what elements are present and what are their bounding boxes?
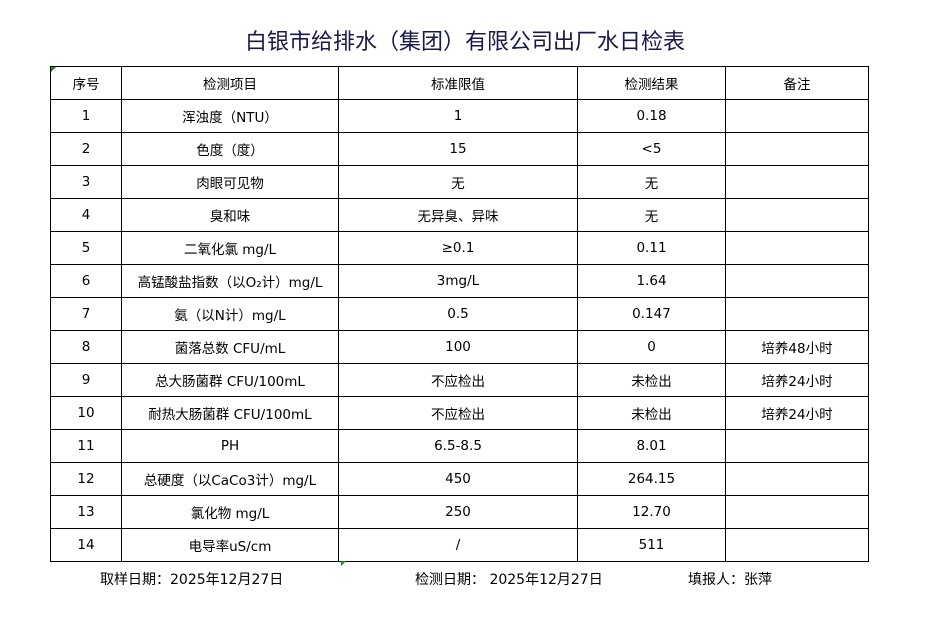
cell-result[interactable]: 0.147: [577, 297, 726, 331]
cell-note[interactable]: 培养24小时: [725, 363, 869, 397]
cell-item[interactable]: 总硬度（以CaCo3计）mg/L: [121, 462, 339, 496]
cell-result[interactable]: 无: [577, 198, 726, 232]
table-row: 10 耐热大肠菌群 CFU/100mL 不应检出 未检出 培养24小时: [50, 396, 869, 430]
cell-index[interactable]: 10: [50, 396, 122, 430]
cell-note[interactable]: [725, 99, 869, 133]
cell-item[interactable]: 臭和味: [121, 198, 339, 232]
header-index: 序号: [50, 66, 122, 100]
cell-limit[interactable]: 450: [338, 462, 578, 496]
header-result: 检测结果: [577, 66, 726, 100]
cell-index[interactable]: 9: [50, 363, 122, 397]
header-item: 检测项目: [121, 66, 339, 100]
cell-note[interactable]: [725, 132, 869, 166]
cell-limit[interactable]: 0.5: [338, 297, 578, 331]
sampling-date: 取样日期：2025年12月27日: [100, 572, 284, 588]
cell-limit[interactable]: /: [338, 528, 578, 562]
cell-note[interactable]: [725, 429, 869, 463]
cell-limit[interactable]: 不应检出: [338, 363, 578, 397]
cell-result[interactable]: 511: [577, 528, 726, 562]
cell-limit[interactable]: 无异臭、异味: [338, 198, 578, 232]
cell-result[interactable]: 264.15: [577, 462, 726, 496]
cell-item[interactable]: 耐热大肠菌群 CFU/100mL: [121, 396, 339, 430]
cell-index[interactable]: 4: [50, 198, 122, 232]
cell-result[interactable]: 12.70: [577, 495, 726, 529]
cell-item[interactable]: 氨（以N计）mg/L: [121, 297, 339, 331]
cell-note[interactable]: [725, 495, 869, 529]
cell-index[interactable]: 5: [50, 231, 122, 265]
cell-index[interactable]: 1: [50, 99, 122, 133]
cell-result[interactable]: <5: [577, 132, 726, 166]
cell-item[interactable]: 浑浊度（NTU）: [121, 99, 339, 133]
cell-item[interactable]: 肉眼可见物: [121, 165, 339, 199]
inspection-table: 序号 检测项目 标准限值 检测结果 备注 1 浑浊度（NTU） 1 0.18 2 色度（度） 15 <5…: [50, 66, 869, 562]
table-row: 9 总大肠菌群 CFU/100mL 不应检出 未检出 培养24小时: [50, 363, 869, 397]
cell-note[interactable]: 培养24小时: [725, 396, 869, 430]
cell-index[interactable]: 12: [50, 462, 122, 496]
table-row: 3 肉眼可见物无无: [50, 165, 869, 199]
cell-limit[interactable]: 无: [338, 165, 578, 199]
header-row: 序号 检测项目 标准限值 检测结果 备注: [50, 66, 869, 100]
table-row: 1 浑浊度（NTU） 1 0.18: [50, 99, 869, 133]
cell-limit[interactable]: 1: [338, 99, 578, 133]
cell-result[interactable]: 未检出: [577, 363, 726, 397]
cell-result[interactable]: 0.18: [577, 99, 726, 133]
table-row: 12 总硬度（以CaCo3计）mg/L 450 264.15: [50, 462, 869, 496]
cell-marker: [341, 561, 346, 566]
cell-index[interactable]: 13: [50, 495, 122, 529]
cell-item[interactable]: 高锰酸盐指数（以O₂计）mg/L: [121, 264, 339, 298]
cell-item[interactable]: 菌落总数 CFU/mL: [121, 330, 339, 364]
table-row: 5 二氧化氯 mg/L ≥0.1 0.11: [50, 231, 869, 265]
cell-result[interactable]: 1.64: [577, 264, 726, 298]
cell-result[interactable]: 0: [577, 330, 726, 364]
cell-index[interactable]: 2: [50, 132, 122, 166]
cell-item[interactable]: 色度（度）: [121, 132, 339, 166]
cell-note[interactable]: [725, 528, 869, 562]
cell-limit[interactable]: 15: [338, 132, 578, 166]
cell-item[interactable]: 氯化物 mg/L: [121, 495, 339, 529]
table-row: 7 氨（以N计）mg/L 0.5 0.147: [50, 297, 869, 331]
reporter: 填报人：张萍: [688, 572, 772, 588]
cell-item[interactable]: PH: [121, 429, 339, 463]
cell-item[interactable]: 总大肠菌群 CFU/100mL: [121, 363, 339, 397]
cell-index[interactable]: 14: [50, 528, 122, 562]
header-limit: 标准限值: [338, 66, 578, 100]
cell-index[interactable]: 8: [50, 330, 122, 364]
cell-item[interactable]: 电导率uS/cm: [121, 528, 339, 562]
cell-index[interactable]: 3: [50, 165, 122, 199]
cell-note[interactable]: [725, 165, 869, 199]
cell-item[interactable]: 二氧化氯 mg/L: [121, 231, 339, 265]
table-row: 6 高锰酸盐指数（以O₂计）mg/L 3mg/L 1.64: [50, 264, 869, 298]
cell-index[interactable]: 11: [50, 429, 122, 463]
cell-result[interactable]: 无: [577, 165, 726, 199]
page-title: 白银市给排水（集团）有限公司出厂水日检表: [244, 30, 685, 55]
table-row: 2 色度（度） 15 <5: [50, 132, 869, 166]
cell-limit[interactable]: 250: [338, 495, 578, 529]
cell-limit[interactable]: 3mg/L: [338, 264, 578, 298]
cell-note[interactable]: [725, 231, 869, 265]
table-row: 4 臭和味 无异臭、异味无: [50, 198, 869, 232]
cell-note[interactable]: [725, 297, 869, 331]
cell-result[interactable]: 8.01: [577, 429, 726, 463]
table-row: 11 PH 6.5-8.5 8.01: [50, 429, 869, 463]
cell-note[interactable]: [725, 198, 869, 232]
cell-limit[interactable]: 6.5-8.5: [338, 429, 578, 463]
table-row: 8 菌落总数 CFU/mL 100 0 培养48小时: [50, 330, 869, 364]
cell-index[interactable]: 7: [50, 297, 122, 331]
header-note: 备注: [725, 66, 869, 100]
cell-note[interactable]: [725, 462, 869, 496]
cell-index[interactable]: 6: [50, 264, 122, 298]
cell-limit[interactable]: 100: [338, 330, 578, 364]
cell-note[interactable]: [725, 264, 869, 298]
cell-limit[interactable]: 不应检出: [338, 396, 578, 430]
test-date: 检测日期： 2025年12月27日: [415, 572, 603, 588]
cell-limit[interactable]: ≥0.1: [338, 231, 578, 265]
cell-result[interactable]: 0.11: [577, 231, 726, 265]
table-row: 14 电导率uS/cm/511: [50, 528, 869, 562]
cell-result[interactable]: 未检出: [577, 396, 726, 430]
cell-note[interactable]: 培养48小时: [725, 330, 869, 364]
table-row: 13 氯化物 mg/L 250 12.70: [50, 495, 869, 529]
